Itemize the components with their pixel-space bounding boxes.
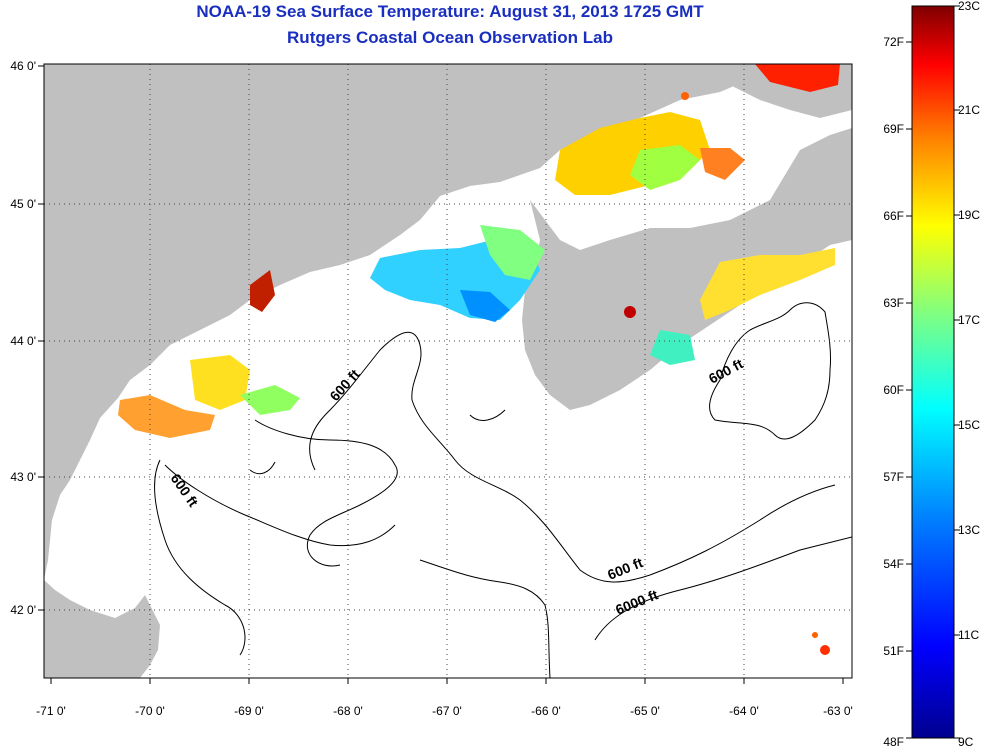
map-subtitle: Rutgers Coastal Ocean Observation Lab	[287, 28, 613, 47]
colorbar-celsius-label: 9C	[958, 735, 974, 749]
lon-tick-label: -64 0'	[729, 704, 759, 718]
map-title: NOAA-19 Sea Surface Temperature: August …	[196, 2, 704, 21]
lat-tick-label: 46 0'	[10, 59, 36, 73]
lon-tick-label: -69 0'	[234, 704, 264, 718]
lon-tick-label: -63 0'	[823, 704, 853, 718]
lat-tick-label: 44 0'	[10, 334, 36, 348]
colorbar-fahrenheit-label: 51F	[883, 644, 904, 658]
lon-tick-label: -70 0'	[135, 704, 165, 718]
lat-tick-label: 43 0'	[10, 470, 36, 484]
lon-tick-label: -71 0'	[36, 704, 66, 718]
colorbar-celsius-label: 13C	[958, 523, 980, 537]
colorbar-fahrenheit-label: 54F	[883, 557, 904, 571]
colorbar-celsius-label: 11C	[958, 628, 979, 642]
colorbar-celsius-label: 17C	[958, 313, 980, 327]
colorbar-fahrenheit-label: 72F	[883, 35, 904, 49]
lat-tick-label: 45 0'	[10, 197, 36, 211]
lon-tick-label: -67 0'	[432, 704, 462, 718]
colorbar-celsius-label: 23C	[958, 0, 980, 13]
colorbar-fahrenheit-label: 69F	[883, 122, 904, 136]
lon-tick-label: -68 0'	[333, 704, 363, 718]
axis-ticks	[38, 65, 844, 684]
colorbar-fahrenheit-label: 48F	[883, 735, 904, 749]
colorbar-celsius-label: 19C	[958, 208, 980, 222]
lon-tick-label: -65 0'	[630, 704, 660, 718]
plot-frame	[43, 63, 853, 679]
depth-contours	[154, 302, 852, 678]
colorbar-fahrenheit-label: 60F	[883, 383, 904, 397]
colorbar-fahrenheit-label: 66F	[883, 209, 904, 223]
colorbar-ticks	[906, 5, 960, 739]
colorbar-celsius-label: 15C	[958, 418, 980, 432]
colorbar-fahrenheit-label: 63F	[883, 296, 904, 310]
colorbar-fahrenheit-label: 57F	[883, 470, 904, 484]
colorbar	[911, 5, 955, 739]
lon-tick-label: -66 0'	[531, 704, 561, 718]
sst-data	[118, 64, 840, 655]
colorbar-celsius-label: 21C	[958, 103, 980, 117]
lat-tick-label: 42 0'	[10, 603, 36, 617]
